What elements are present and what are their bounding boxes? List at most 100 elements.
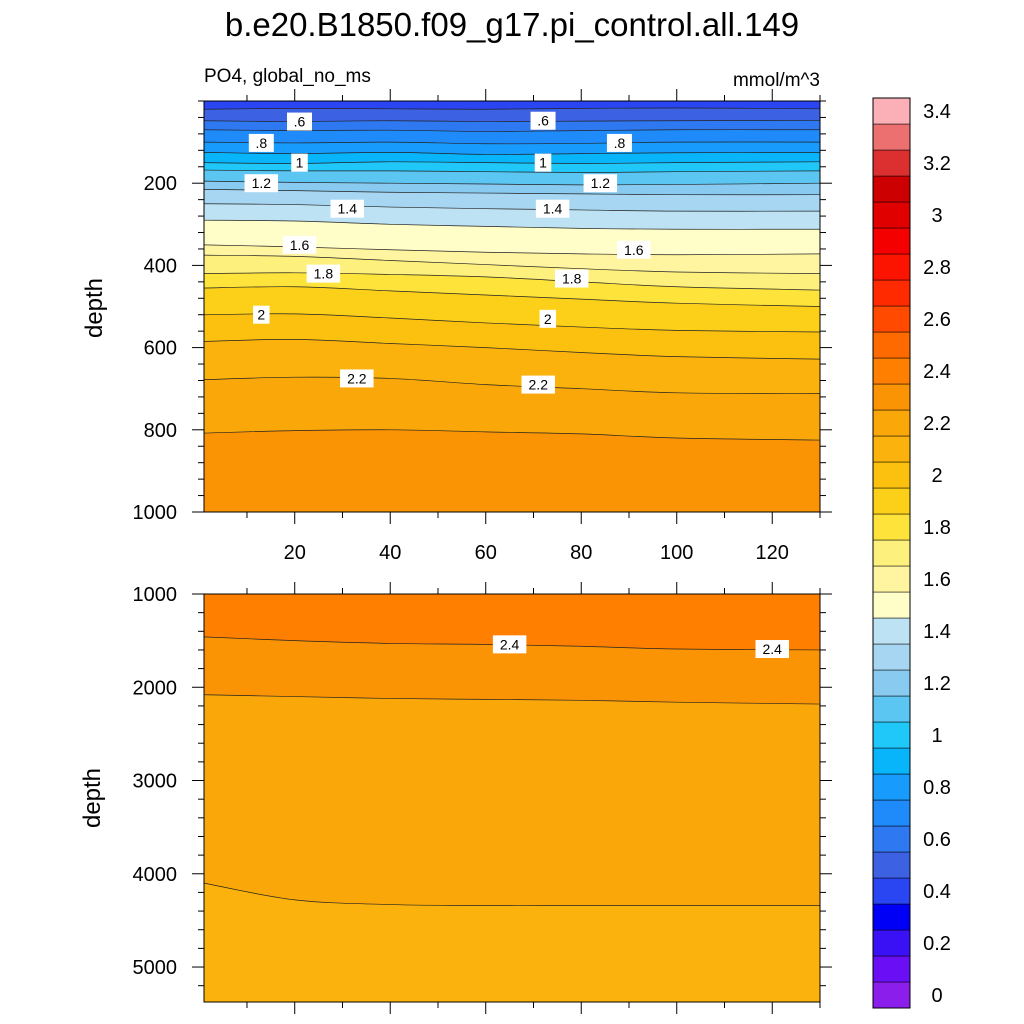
contour-label-box — [306, 264, 341, 283]
y-tick-label: 4000 — [133, 864, 178, 886]
contour-label-box — [282, 235, 317, 254]
colorbar-swatch — [872, 487, 911, 515]
colorbar-swatch — [872, 669, 911, 697]
contour-line — [204, 272, 820, 291]
contour-label: 1.4 — [543, 201, 563, 217]
colorbar-label: 2 — [931, 465, 942, 487]
contour-label-box — [535, 199, 570, 218]
x-tick-label: 100 — [660, 542, 693, 564]
colorbar-label: 2.2 — [923, 413, 951, 435]
upper-y-axis-label: depth — [81, 278, 108, 338]
contour-line — [204, 129, 820, 132]
contour-line — [204, 882, 820, 906]
contour-label-box — [291, 153, 308, 172]
contour-label: 1.6 — [624, 242, 644, 258]
colorbar-label: 1.4 — [923, 621, 951, 643]
contour-line — [204, 313, 820, 333]
contour-fill-area: 2.4 2.4 — [204, 594, 820, 1002]
colorbar-swatch — [872, 591, 911, 619]
contour-line — [204, 219, 820, 230]
contour-label-box — [248, 133, 274, 152]
contour-line — [204, 254, 820, 274]
x-tick-label: 120 — [756, 542, 789, 564]
colorbar-swatch — [872, 305, 911, 333]
contour-label-box — [492, 635, 527, 654]
x-tick-label: 20 — [284, 542, 306, 564]
colorbar-swatch — [872, 539, 911, 567]
contour-line — [204, 189, 820, 196]
y-tick-label: 800 — [144, 420, 177, 442]
colorbar-swatch — [872, 799, 911, 827]
colorbar-label: 2.6 — [923, 309, 951, 331]
contour-line — [204, 694, 820, 705]
contour-label-box — [521, 375, 556, 394]
contour-label-box — [539, 309, 557, 328]
plot-frame — [203, 593, 821, 1003]
colorbar-swatch — [872, 695, 911, 723]
colorbar-swatch — [872, 383, 911, 411]
colorbar-label: 2.8 — [923, 257, 951, 279]
colorbar-swatch — [872, 903, 911, 931]
contour-label: .6 — [294, 114, 306, 130]
chart-title: b.e20.B1850.f09_g17.pi_control.all.149 — [225, 6, 799, 43]
contour-line — [204, 152, 820, 155]
colorbar-swatch — [872, 617, 911, 645]
colorbar-swatch — [872, 825, 911, 853]
contour-label-box — [617, 240, 651, 259]
colorbar-swatch — [872, 123, 911, 151]
lower-y-axis-label: depth — [79, 768, 106, 828]
contour-label: 1.2 — [591, 175, 611, 191]
contour-label-box — [755, 640, 789, 659]
x-tick-label: 60 — [475, 542, 497, 564]
y-tick-label: 1000 — [133, 502, 178, 524]
y-tick-label: 2000 — [133, 677, 178, 699]
contour-band — [204, 883, 820, 1002]
contour-line — [204, 286, 820, 307]
variable-subtitle: PO4, global_no_ms — [204, 66, 371, 87]
contour-label-box — [340, 369, 374, 388]
colorbar-swatch — [872, 201, 911, 229]
contour-label-box — [606, 133, 632, 152]
colorbar-label: 1.2 — [923, 673, 951, 695]
x-tick-label: 40 — [379, 542, 401, 564]
contour-label: 2.4 — [500, 636, 520, 652]
contour-line — [204, 141, 820, 145]
colorbar-swatch — [872, 851, 911, 879]
colorbar-frame — [872, 97, 911, 1009]
y-tick-label: 200 — [144, 173, 177, 195]
contour-line — [204, 376, 820, 394]
colorbar-swatch — [872, 331, 911, 359]
lower-depth-panel: 2.4 2.4 1000 2000 3000 4000 5000 — [133, 582, 832, 1014]
contour-label: .8 — [614, 135, 626, 151]
colorbar-swatch — [872, 513, 911, 541]
contour-line — [204, 338, 820, 360]
colorbar-label: 0.4 — [923, 881, 951, 903]
colorbar-swatch — [872, 981, 911, 1009]
contour-label-box — [330, 199, 365, 218]
contour-label-box — [530, 111, 556, 130]
colorbar-swatch — [872, 721, 911, 749]
colorbar-label: 1.6 — [923, 569, 951, 591]
colorbar-label: 1.8 — [923, 517, 951, 539]
units-subtitle: mmol/m^3 — [733, 70, 820, 91]
contour-label-box — [253, 305, 270, 324]
plot-frame — [203, 100, 821, 513]
colorbar-swatch — [872, 747, 911, 775]
contour-label: 1.6 — [290, 237, 310, 253]
colorbar-swatch — [872, 149, 911, 177]
colorbar-swatch — [872, 565, 911, 593]
colorbar-label: 0 — [931, 985, 942, 1007]
colorbar-label: 2.4 — [923, 361, 951, 383]
colorbar-label: 3 — [931, 205, 942, 227]
y-tick-label: 600 — [144, 338, 177, 360]
colorbar-swatch — [872, 175, 911, 203]
colorbar-swatch — [872, 955, 911, 983]
contour-line — [204, 203, 820, 212]
colorbar-swatch — [872, 253, 911, 281]
colorbar-swatch — [872, 435, 911, 463]
contour-label: 2.2 — [529, 377, 549, 393]
colorbar-swatch — [872, 227, 911, 255]
colorbar-label: 0.2 — [923, 933, 951, 955]
colorbar-swatch — [872, 357, 911, 385]
contour-label: 2 — [544, 311, 552, 327]
